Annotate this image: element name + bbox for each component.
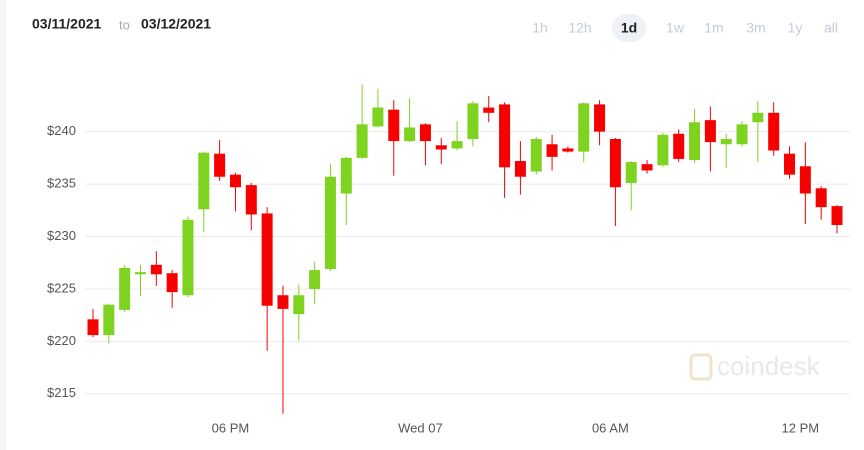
candle-body [562, 148, 574, 152]
candle-body [214, 153, 226, 177]
candle-body [419, 124, 431, 142]
candle-body [673, 133, 685, 159]
candle-body [831, 206, 843, 225]
candle-body [609, 139, 621, 188]
candle-body [768, 112, 780, 151]
x-tick-label: Wed 07 [398, 420, 443, 435]
candle-body [166, 273, 178, 293]
candle-body [245, 185, 257, 215]
range-active-bg [612, 14, 646, 42]
y-tick-label: $235 [47, 176, 76, 191]
candle-body [261, 213, 273, 306]
x-tick-label: 06 PM [212, 420, 250, 435]
candle-body [641, 164, 653, 171]
candle-body [689, 122, 701, 160]
left-edge [0, 0, 6, 450]
y-tick-label: $225 [47, 280, 76, 295]
candle-body [340, 157, 352, 194]
date-separator: to [119, 17, 130, 32]
candle-body [625, 162, 637, 184]
candle-body [134, 272, 146, 275]
candle-body [736, 124, 748, 145]
candle-body [182, 219, 194, 296]
candle-body [356, 124, 368, 158]
candle-body [87, 319, 99, 336]
candle-body [324, 176, 336, 270]
candle-body [404, 127, 416, 142]
y-tick-label: $220 [47, 333, 76, 348]
candle-body [514, 161, 526, 177]
candle-body [815, 188, 827, 208]
candle-body [720, 139, 732, 145]
date-from: 03/11/2021 [32, 16, 102, 32]
candle-body [150, 264, 162, 275]
y-tick-label: $215 [47, 385, 76, 400]
y-tick-label: $230 [47, 228, 76, 243]
candle-body [530, 139, 542, 172]
candle-body [657, 134, 669, 166]
range-button[interactable]: all [824, 20, 838, 36]
candle-body [578, 103, 590, 152]
range-button[interactable]: 1h [532, 20, 548, 36]
candle-body [293, 295, 305, 315]
candle-body [388, 109, 400, 142]
candle-body [784, 153, 796, 175]
candle-body [309, 270, 321, 289]
y-tick-label: $240 [47, 123, 76, 138]
candle-body [229, 174, 241, 188]
range-button[interactable]: 1m [704, 20, 723, 36]
range-button[interactable]: 1w [666, 20, 685, 36]
candle-body [499, 104, 511, 168]
range-button[interactable]: 3m [746, 20, 765, 36]
x-tick-label: 06 AM [592, 420, 629, 435]
candle-body [483, 107, 495, 113]
watermark: coindesk [689, 351, 821, 381]
candle-body [198, 152, 210, 210]
watermark-logo [689, 353, 713, 381]
candle-body [372, 107, 384, 127]
candle-body [451, 141, 463, 149]
range-button[interactable]: 1y [788, 20, 803, 36]
candle-body [546, 144, 558, 157]
watermark-text: coindesk [717, 351, 821, 381]
range-button[interactable]: 12h [568, 20, 591, 36]
candle-body [799, 166, 811, 194]
candle-body [103, 304, 115, 336]
candle-body [752, 112, 764, 123]
x-tick-label: 12 PM [782, 420, 820, 435]
candle-body [704, 120, 716, 143]
date-to: 03/12/2021 [141, 16, 211, 32]
candle-body [119, 267, 131, 310]
candle-body [467, 103, 479, 140]
range-button[interactable]: 1d [621, 20, 637, 36]
candle-body [435, 145, 447, 150]
candle-body [594, 104, 606, 132]
candle-body [277, 295, 289, 309]
